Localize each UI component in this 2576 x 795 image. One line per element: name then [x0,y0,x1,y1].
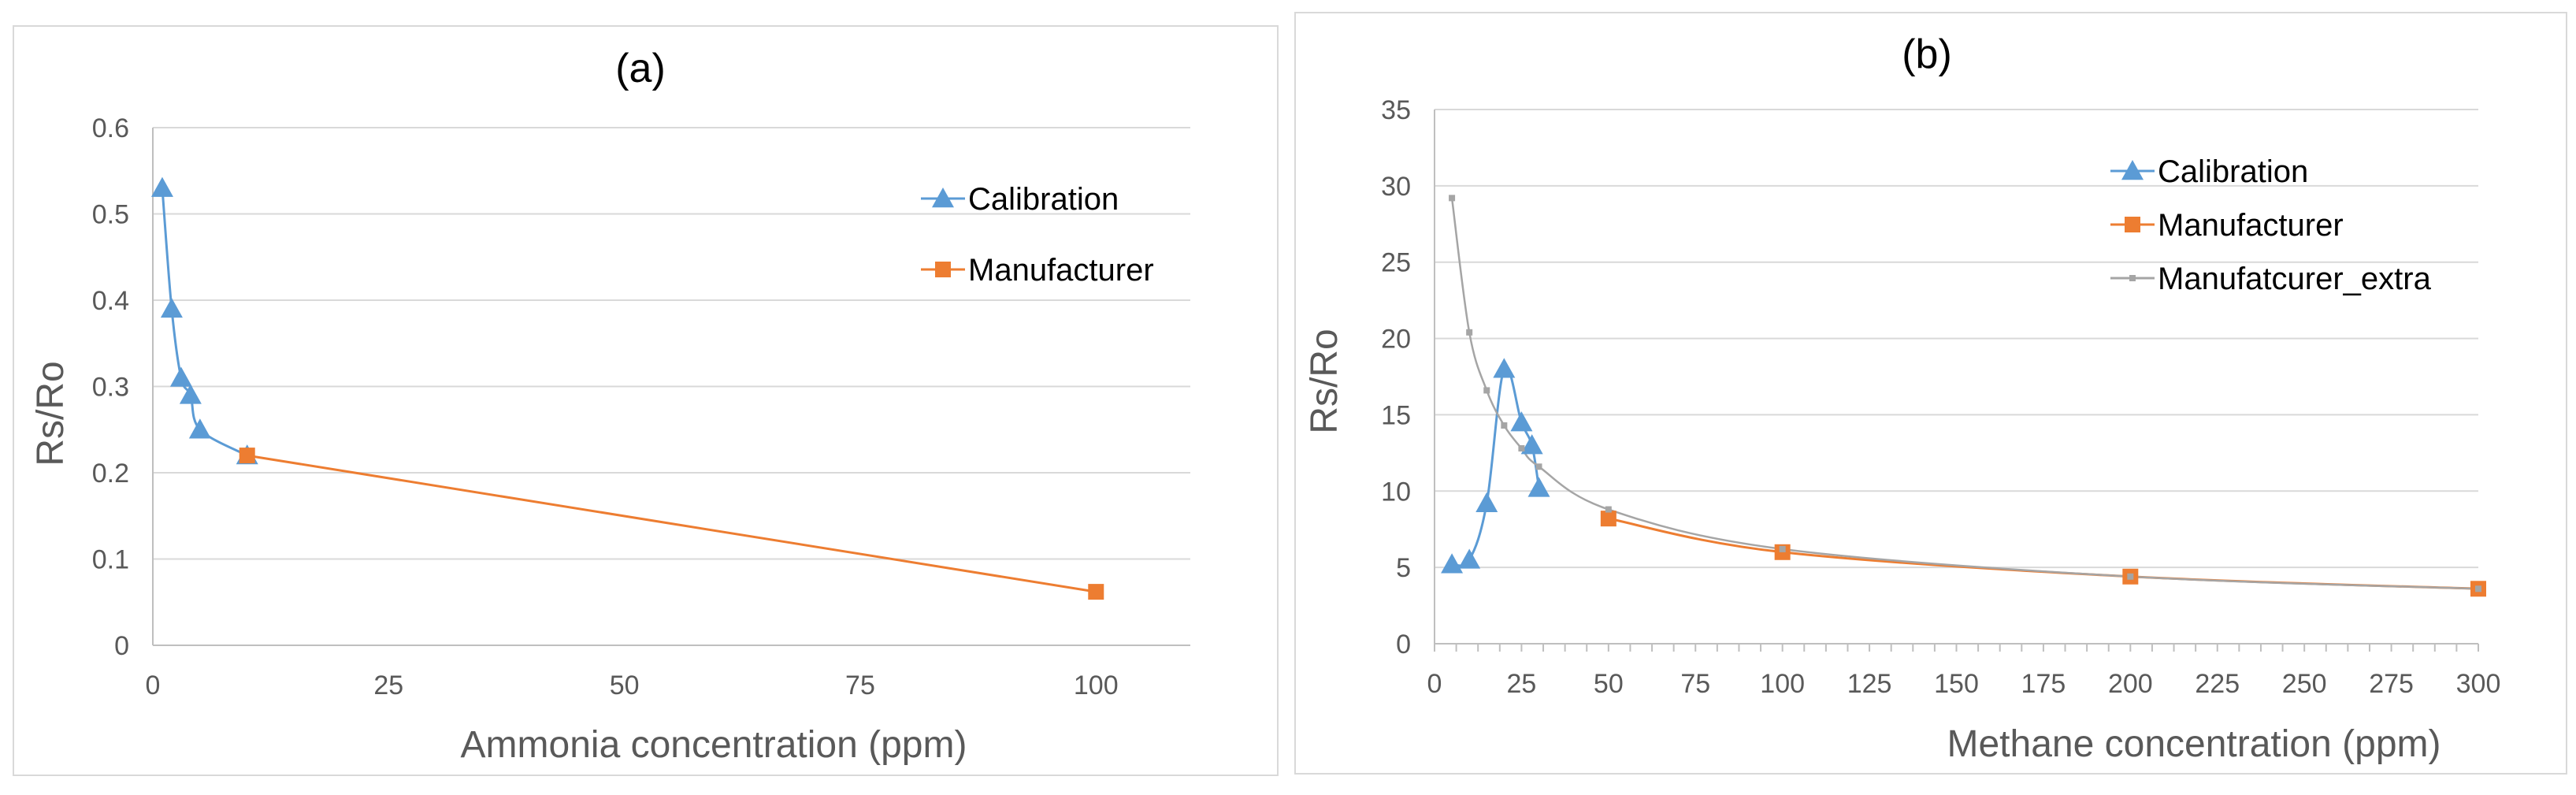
legend-label: Calibration [968,182,1119,217]
y-tick-label: 0.1 [92,545,129,575]
y-tick-label: 0.4 [92,286,129,316]
data-point [169,366,192,387]
data-point [239,448,255,464]
data-point [1518,445,1525,452]
data-point [1483,387,1490,394]
x-tick-label: 125 [1847,669,1892,699]
chart-panel-b: 0 5 10 15 20 25 30 35 0 25 50 75 100 125 150 175 200 225 2… [1294,12,2567,775]
x-tick-label: 150 [1934,669,1979,699]
chart-b-title: (b) [1902,32,1952,77]
x-tick-label: 0 [146,671,161,700]
data-point [1458,548,1481,569]
series-line-manufatcurer-extra [1450,198,2479,590]
y-tick-label: 30 [1381,172,1411,202]
x-tick-label: 100 [1760,669,1805,699]
legend-label: Manufacturer [968,253,1154,288]
legend-marker [932,188,954,208]
y-tick-label: 5 [1396,553,1411,583]
y-tick-label: 0.2 [92,459,129,489]
series-line-manufacturer [247,454,1097,593]
chart-a: 0 0.1 0.2 0.3 0.4 0.5 0.6 0 25 50 75 100 (a) Ammoni… [30,46,1190,766]
data-point [150,176,173,197]
x-tick-label: 0 [1427,669,1442,699]
legend-marker [935,262,951,277]
x-tick-label: 100 [1074,671,1119,700]
data-point [1449,195,1456,202]
chart-a-xlabel: Ammonia concentration (ppm) [461,724,967,766]
data-point [2127,573,2134,580]
data-point [1441,553,1464,574]
y-tick-label: 0.3 [92,373,129,403]
x-tick-label: 25 [1507,669,1537,699]
y-tick-label: 0.6 [92,113,129,143]
legend-label: Manufacturer [2158,208,2344,243]
legend-marker [2129,275,2136,281]
data-point [1600,511,1616,527]
y-tick-label: 10 [1381,477,1411,507]
x-tick-label: 75 [845,671,875,700]
data-point [1466,329,1473,336]
y-tick-label: 20 [1381,325,1411,355]
data-point [1475,492,1498,512]
y-tick-label: 0.5 [92,200,129,230]
x-tick-label: 75 [1680,669,1710,699]
data-point [1520,434,1543,455]
data-point [1605,506,1612,513]
data-point [1535,463,1542,470]
data-point [160,297,183,318]
data-point [2475,585,2481,593]
legend-label: Calibration [2158,154,2308,189]
y-tick-label: 35 [1381,95,1411,125]
data-point [1088,584,1104,600]
y-tick-label: 0 [1396,630,1411,659]
x-tick-label: 275 [2369,669,2414,699]
data-point [1493,358,1516,378]
y-tick-label: 0 [114,631,129,661]
legend-marker [2125,217,2140,232]
x-tick-label: 225 [2195,669,2240,699]
data-point [1527,477,1550,497]
x-tick-label: 250 [2282,669,2327,699]
x-tick-label: 200 [2108,669,2153,699]
chart-b-ylabel: Rs/Ro [1304,329,1346,433]
chart-b: 0 5 10 15 20 25 30 35 0 25 50 75 100 125 150 175 200 225 2… [1304,32,2501,765]
data-point [1501,422,1508,429]
x-tick-label: 175 [2021,669,2066,699]
x-tick-label: 50 [1594,669,1624,699]
chart-b-xlabel: Methane concentration (ppm) [1947,723,2441,765]
x-tick-label: 50 [610,671,640,700]
chart-a-ylabel: Rs/Ro [30,361,72,466]
series-line-calibration [1451,366,1540,567]
data-point [188,418,211,439]
data-point [179,384,202,404]
series-line-manufacturer [1608,517,2479,590]
y-tick-label: 15 [1381,400,1411,430]
x-tick-label: 25 [373,671,403,700]
legend-marker [2121,160,2144,180]
chart-a-title: (a) [615,46,666,91]
data-point [1510,411,1533,432]
y-tick-label: 25 [1381,248,1411,278]
series-line-calibration [161,188,248,457]
x-tick-label: 300 [2456,669,2501,699]
chart-panel-a: 0 0.1 0.2 0.3 0.4 0.5 0.6 0 25 50 75 100 (a) Ammoni… [13,25,1279,776]
data-point [1779,545,1786,552]
legend-label: Manufatcurer_extra [2158,262,2432,296]
